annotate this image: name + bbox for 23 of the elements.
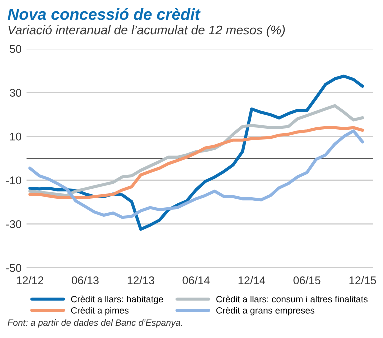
y-tick-label: -50: [6, 264, 22, 272]
y-tick-label: 10: [10, 132, 22, 141]
x-tick-label: 12/15: [350, 276, 376, 285]
chart-subtitle: Variació interanual de l’acumulat de 12 mesos (%): [8, 25, 286, 38]
chart-title: Nova concessió de crèdit: [8, 8, 201, 20]
x-tick-label: 06/15: [294, 276, 321, 285]
text: Font: a partir de dades del Banc d’Espanya.: [8, 319, 182, 328]
y-tick-label: 50: [10, 45, 22, 54]
x-tick-label: 12/14: [238, 276, 266, 285]
legend-label: Crèdit a pimes: [71, 307, 129, 316]
x-tick-label: 12/13: [128, 276, 154, 285]
x-tick-label: 06/13: [72, 276, 99, 285]
legend-label: Crèdit a llars: consum i altres finalitats: [216, 296, 368, 303]
line-series: [28, 130, 364, 220]
y-tick-label: 30: [10, 89, 22, 97]
x-tick-label: 12/12: [17, 276, 44, 285]
line-series: [28, 104, 364, 198]
x-tick-label: 06/14: [182, 276, 210, 285]
legend-label: Crèdit a llars: habitatge: [71, 296, 164, 304]
y-tick-label: -30: [6, 220, 22, 228]
line-series: [28, 126, 364, 200]
y-tick-label: -10: [6, 176, 22, 185]
legend-label: Crèdit a grans empreses: [216, 307, 315, 316]
